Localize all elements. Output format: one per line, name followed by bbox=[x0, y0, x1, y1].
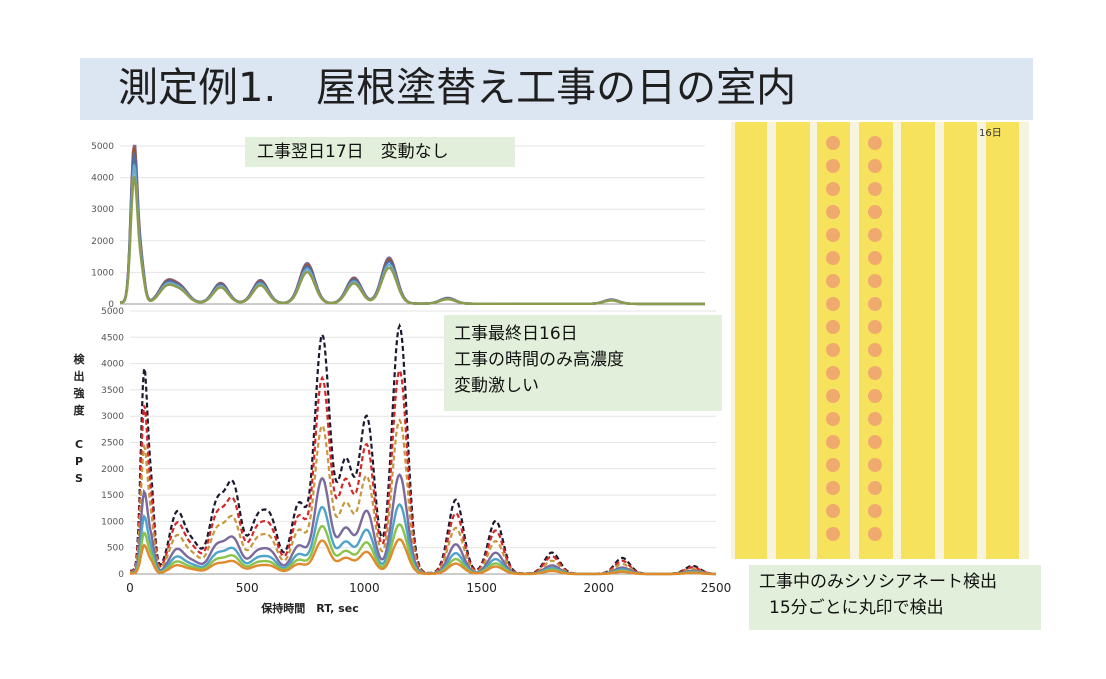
strip bbox=[901, 122, 935, 559]
series-line bbox=[130, 523, 716, 576]
detection-dot bbox=[868, 527, 882, 541]
strip bbox=[986, 122, 1019, 559]
detection-dot bbox=[868, 228, 882, 242]
x-tick-label: 1500 bbox=[466, 581, 497, 595]
y-axis-label-char: S bbox=[75, 472, 83, 485]
strips-note-line-2: 15分ごとに丸印で検出 bbox=[769, 598, 944, 618]
strip bbox=[735, 122, 767, 559]
detection-dot bbox=[826, 527, 840, 541]
detection-dot bbox=[868, 205, 882, 219]
detection-dot bbox=[868, 274, 882, 288]
detection-dot bbox=[826, 136, 840, 150]
detection-dot bbox=[868, 251, 882, 265]
x-tick-label: 1000 bbox=[349, 581, 380, 595]
detection-dot bbox=[826, 343, 840, 357]
strip bbox=[776, 122, 810, 559]
detection-dot bbox=[868, 182, 882, 196]
series-line bbox=[129, 538, 716, 576]
y-tick-label: 0 bbox=[108, 300, 114, 310]
y-axis-label-char: C bbox=[74, 438, 84, 451]
y-tick-label: 500 bbox=[107, 544, 124, 554]
detection-dot bbox=[826, 297, 840, 311]
y-axis-label-char bbox=[71, 419, 87, 436]
strip-with-dots bbox=[859, 122, 893, 559]
y-tick-label: 1500 bbox=[101, 491, 124, 501]
y-axis-label-char: 度 bbox=[73, 404, 85, 417]
detection-dot bbox=[868, 412, 882, 426]
y-tick-label: 4000 bbox=[101, 360, 124, 370]
bottom-note-line-3: 変動激しい bbox=[454, 376, 539, 396]
y-tick-label: 1000 bbox=[101, 517, 124, 527]
y-tick-label: 4000 bbox=[91, 174, 114, 184]
y-tick-label: 0 bbox=[118, 570, 124, 580]
detection-dot bbox=[868, 504, 882, 518]
bottom-note-line-1: 工事最終日16日 bbox=[454, 324, 578, 344]
y-tick-label: 3000 bbox=[91, 205, 114, 215]
detection-strips-photo: 16日 bbox=[731, 122, 1029, 559]
detection-dot bbox=[868, 458, 882, 472]
detection-dot bbox=[868, 389, 882, 403]
y-tick-label: 5000 bbox=[91, 142, 114, 152]
detection-dot bbox=[826, 251, 840, 265]
y-axis-label-char: 出 bbox=[73, 370, 85, 383]
y-tick-label: 2500 bbox=[101, 439, 124, 449]
detection-dot bbox=[868, 343, 882, 357]
detection-dot bbox=[826, 159, 840, 173]
strip-with-dots bbox=[817, 122, 850, 559]
detection-dot bbox=[868, 320, 882, 334]
series-line bbox=[119, 144, 705, 306]
bottom-note-line-2: 工事の時間のみ高濃度 bbox=[454, 350, 624, 370]
y-axis-label-char: 強 bbox=[73, 387, 85, 400]
x-tick-label: 2000 bbox=[584, 581, 615, 595]
y-tick-label: 4500 bbox=[101, 333, 124, 343]
detection-dot bbox=[826, 182, 840, 196]
strip-date-tag: 16日 bbox=[979, 128, 1002, 139]
detection-dot bbox=[826, 412, 840, 426]
y-tick-label: 3500 bbox=[101, 386, 124, 396]
detection-dot bbox=[868, 481, 882, 495]
top-chart-note: 工事翌日17日 変動なし bbox=[245, 137, 515, 167]
series-line bbox=[120, 164, 705, 306]
y-axis-label-char: 検 bbox=[73, 353, 85, 366]
detection-dot bbox=[826, 435, 840, 449]
detection-dot bbox=[868, 435, 882, 449]
x-tick-label: 0 bbox=[126, 581, 134, 595]
detection-dot bbox=[868, 136, 882, 150]
series-line bbox=[120, 146, 705, 306]
detection-dot bbox=[826, 274, 840, 288]
detection-dot bbox=[868, 159, 882, 173]
strip bbox=[944, 122, 977, 559]
series-line bbox=[120, 175, 705, 306]
top-chart: 0 1000 2000 3000 4000 5000 bbox=[91, 142, 705, 310]
detection-dot bbox=[826, 320, 840, 334]
detection-dot bbox=[868, 366, 882, 380]
y-axis-label-char: P bbox=[74, 455, 84, 468]
strips-note-line-1: 工事中のみシソシアネート検出 bbox=[759, 572, 997, 592]
detection-dot bbox=[826, 205, 840, 219]
detection-dot bbox=[826, 366, 840, 380]
y-tick-label: 3000 bbox=[101, 412, 124, 422]
detection-dot bbox=[826, 389, 840, 403]
x-tick-label: 2500 bbox=[701, 581, 732, 595]
strips-note: 工事中のみシソシアネート検出 15分ごとに丸印で検出 bbox=[749, 565, 1041, 630]
detection-dot bbox=[826, 228, 840, 242]
detection-dot bbox=[826, 458, 840, 472]
y-tick-label: 2000 bbox=[91, 237, 114, 247]
y-tick-label: 5000 bbox=[101, 307, 124, 317]
detection-dot bbox=[826, 504, 840, 518]
page-title: 測定例1. 屋根塗替え工事の日の室内 bbox=[118, 65, 797, 111]
bottom-chart: 0500100015002000250030003500400045005000… bbox=[101, 307, 731, 615]
detection-dot bbox=[826, 481, 840, 495]
bottom-chart-note: 工事最終日16日 工事の時間のみ高濃度 変動激しい bbox=[444, 315, 722, 411]
detection-dot bbox=[868, 297, 882, 311]
x-tick-label: 500 bbox=[236, 581, 259, 595]
y-tick-label: 2000 bbox=[101, 465, 124, 475]
title-band bbox=[80, 58, 1033, 120]
x-axis-label: 保持時間 RT, sec bbox=[260, 601, 358, 615]
series-line bbox=[120, 153, 705, 306]
y-tick-label: 1000 bbox=[91, 268, 114, 278]
